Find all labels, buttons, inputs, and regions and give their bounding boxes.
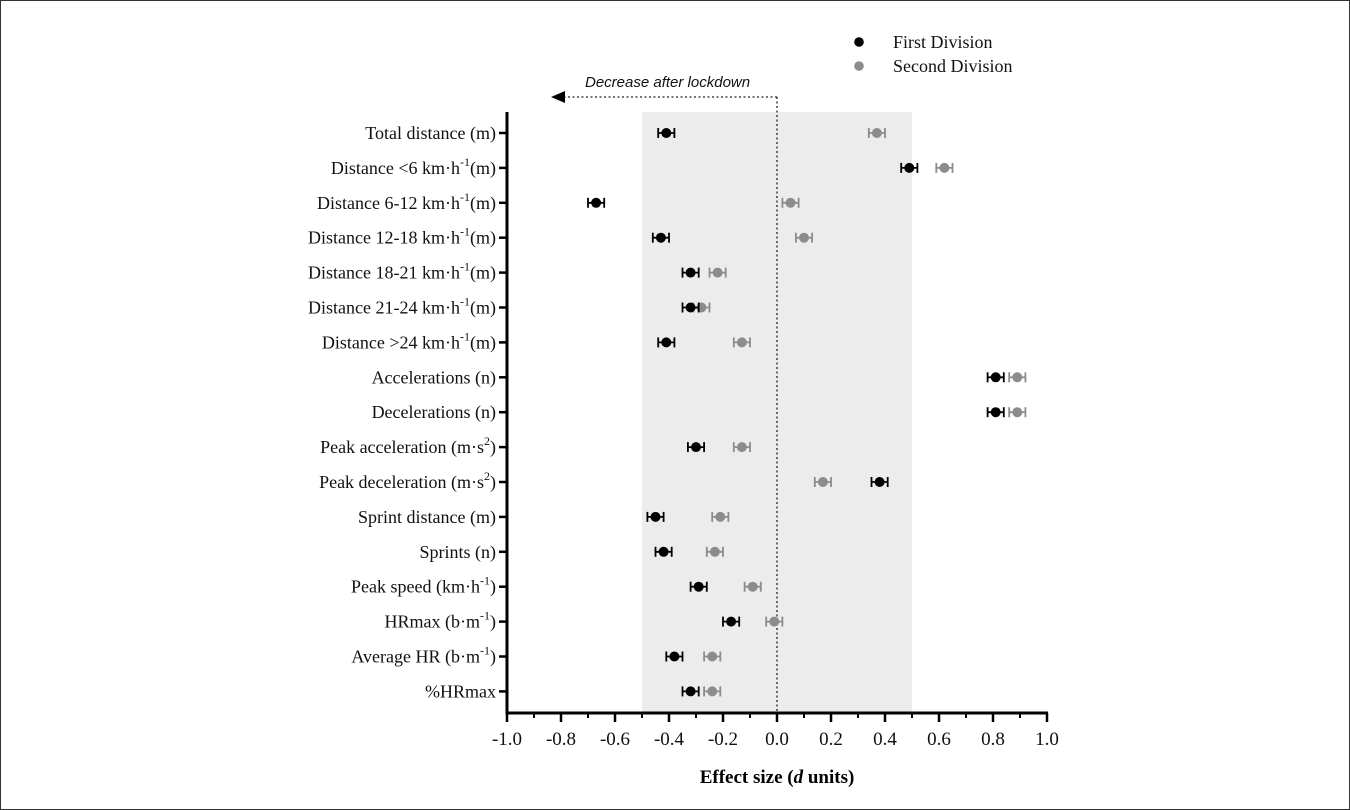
- y-tick-label: Decelerations (n): [372, 402, 496, 423]
- data-point: [685, 267, 696, 278]
- data-point: [990, 407, 1001, 418]
- data-points: [587, 128, 1027, 697]
- x-tick-label: -1.0: [492, 729, 522, 750]
- data-point: [661, 128, 672, 138]
- y-tick-label: Distance 6-12 km·h-1(m): [317, 190, 496, 214]
- data-point: [904, 162, 915, 173]
- x-tick-label: 1.0: [1035, 729, 1059, 750]
- y-axis: Total distance (m) Distance <6 km·h-1(m) D…: [308, 112, 509, 715]
- legend-label: First Division: [893, 32, 993, 52]
- data-point: [785, 197, 796, 208]
- annotation-arrowhead: [551, 91, 565, 103]
- y-tick-label: Total distance (m): [365, 123, 496, 144]
- y-tick-label: Distance 21-24 km·h-1(m): [308, 295, 496, 319]
- y-tick-label: Accelerations (n): [372, 367, 496, 388]
- x-tick-label: -0.2: [708, 729, 738, 750]
- data-point: [736, 442, 747, 453]
- data-point: [691, 442, 701, 453]
- series-first-division: [587, 128, 1005, 697]
- data-point: [658, 546, 669, 557]
- data-point: [661, 337, 672, 348]
- x-tick-label: 0.8: [981, 729, 1005, 750]
- data-point: [669, 651, 680, 662]
- data-point: [939, 162, 950, 173]
- x-axis-label: Effect size (d units): [700, 767, 855, 788]
- y-tick-label: Average HR (b·m-1): [351, 644, 496, 668]
- x-tick-label: 0.2: [819, 729, 843, 750]
- y-tick-label: %HRmax: [425, 681, 496, 701]
- data-point: [707, 651, 718, 662]
- data-point: [769, 616, 780, 627]
- data-point: [736, 337, 747, 348]
- y-tick-label: Distance >24 km·h-1(m): [322, 329, 496, 353]
- data-point: [709, 546, 720, 557]
- data-point: [747, 581, 758, 592]
- legend-marker: [854, 61, 864, 71]
- x-axis: -1.0 -0.8 -0.6 -0.4 -0.2 0.0 0.2 0.4 0.6 0.8 1.0: [492, 711, 1059, 750]
- x-tick-label: 0.6: [927, 729, 951, 750]
- data-point: [707, 686, 718, 697]
- legend-marker: [854, 37, 864, 47]
- data-point: [1012, 407, 1023, 418]
- y-tick-label: Distance <6 km·h-1(m): [331, 155, 496, 179]
- data-point: [799, 232, 809, 243]
- data-point: [685, 686, 696, 697]
- annotation-group: Decrease after lockdown: [551, 74, 777, 103]
- data-point: [655, 232, 666, 243]
- data-point: [693, 581, 704, 592]
- data-point: [715, 511, 726, 522]
- x-tick-label: 0.0: [765, 729, 789, 750]
- y-tick-label: Peak acceleration (m·s2): [320, 434, 496, 458]
- x-tick-label: -0.6: [600, 729, 630, 750]
- legend-label: Second Division: [893, 56, 1013, 76]
- annotation-text: Decrease after lockdown: [585, 74, 750, 91]
- data-point: [871, 128, 882, 138]
- y-tick-label: Distance 12-18 km·h-1(m): [308, 225, 496, 249]
- y-tick-label: Sprint distance (m): [358, 507, 496, 528]
- y-tick-label: HRmax (b·m-1): [385, 609, 496, 633]
- y-tick-label: Sprints (n): [420, 542, 497, 563]
- data-point: [817, 477, 828, 487]
- y-tick-label: Distance 18-21 km·h-1(m): [308, 260, 496, 284]
- y-tick-label: Peak speed (km·h-1): [351, 574, 496, 598]
- data-point: [990, 372, 1001, 383]
- y-tick-label: Peak deceleration (m·s2): [319, 469, 496, 493]
- data-point: [712, 267, 723, 278]
- data-point: [1012, 372, 1023, 383]
- x-tick-label: -0.8: [546, 729, 576, 750]
- data-point: [650, 511, 661, 522]
- x-tick-label: 0.4: [873, 729, 897, 750]
- data-point: [685, 302, 696, 313]
- data-point: [591, 197, 602, 208]
- data-point: [726, 616, 737, 627]
- series-second-division: [692, 128, 1027, 697]
- data-point: [874, 477, 885, 487]
- legend: First Division Second Division: [854, 32, 1013, 76]
- x-tick-label: -0.4: [654, 729, 685, 750]
